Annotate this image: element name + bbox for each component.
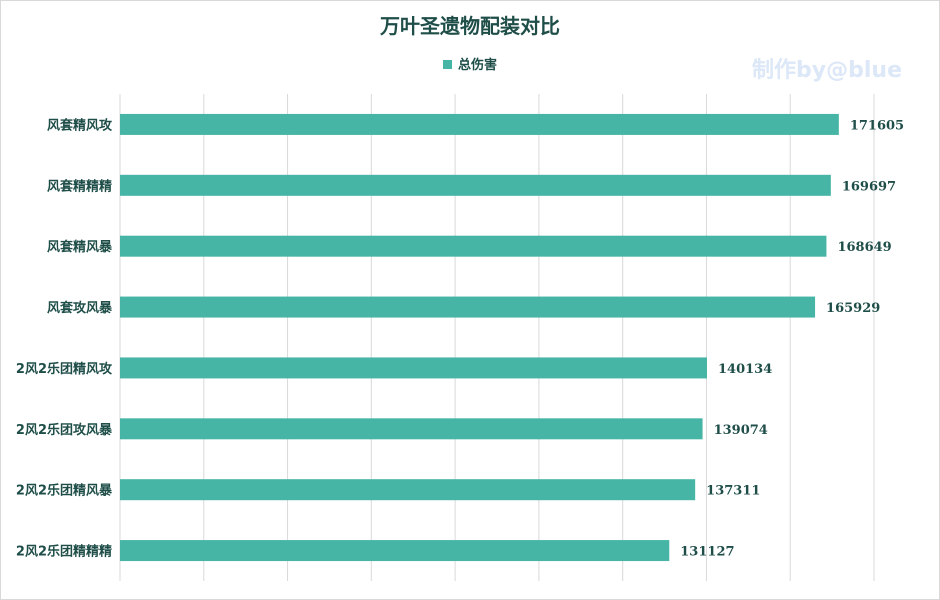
category-label: 2风2乐团精风暴 <box>16 483 113 499</box>
category-label: 风套精风暴 <box>47 239 113 255</box>
legend-label: 总伤害 <box>457 58 497 73</box>
category-label: 2风2乐团攻风暴 <box>16 422 113 438</box>
data-label: 139074 <box>714 423 768 438</box>
data-label: 171605 <box>850 118 904 133</box>
data-label: 168649 <box>837 240 891 255</box>
data-label: 137311 <box>706 484 760 499</box>
legend-swatch <box>442 60 452 69</box>
watermark: 制作by@blue <box>752 58 902 83</box>
data-label: 131127 <box>680 545 734 560</box>
data-label: 169697 <box>842 179 896 194</box>
bar <box>120 540 670 562</box>
bar <box>120 235 827 257</box>
data-label: 140134 <box>718 362 772 377</box>
category-label: 风套精精精 <box>47 178 112 194</box>
category-label: 2风2乐团精精精 <box>16 544 112 560</box>
bar <box>120 174 831 196</box>
category-label: 2风2乐团精风攻 <box>16 361 113 377</box>
category-label: 风套精风攻 <box>47 117 113 133</box>
category-label: 风套攻风暴 <box>47 300 113 316</box>
data-label: 165929 <box>826 301 880 316</box>
chart-title: 万叶圣遗物配装对比 <box>380 14 560 38</box>
bar <box>120 357 708 379</box>
chart-legend: 总伤害 <box>0 54 940 73</box>
bar <box>120 418 703 440</box>
bar <box>120 113 839 135</box>
bar <box>120 479 696 501</box>
bar <box>120 296 816 318</box>
